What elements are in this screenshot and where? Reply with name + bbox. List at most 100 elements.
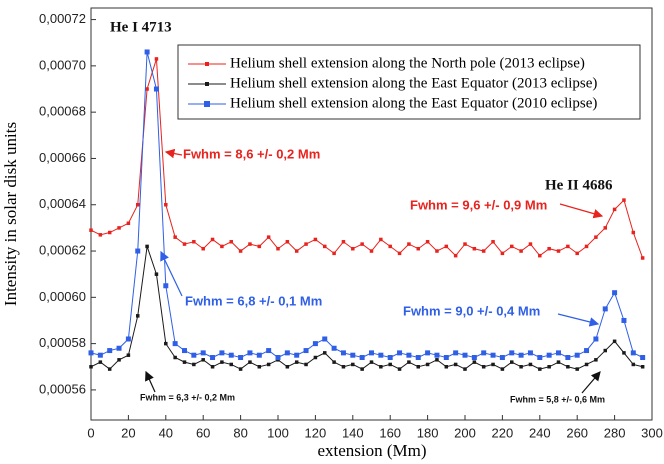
annotation: Fwhm = 9,0 +/- 0,4 Mm (403, 303, 540, 318)
data-point (154, 57, 159, 61)
data-point (538, 367, 542, 371)
data-point (369, 360, 374, 364)
data-point (416, 365, 420, 369)
data-point (210, 365, 215, 369)
data-point (602, 306, 608, 312)
x-tick-label: 180 (417, 425, 439, 440)
data-point (360, 242, 364, 246)
data-point (443, 355, 449, 361)
data-point (444, 365, 449, 369)
data-point (164, 341, 168, 346)
data-point (145, 87, 149, 91)
data-point (304, 362, 308, 367)
legend-marker (205, 62, 209, 66)
data-point (491, 240, 495, 244)
data-point (593, 336, 599, 342)
y-tick-label: 0,00060 (39, 289, 86, 304)
data-point (397, 350, 403, 356)
data-point (98, 233, 103, 237)
data-point (285, 365, 290, 369)
data-point (603, 226, 607, 230)
data-point (435, 358, 439, 362)
data-point (323, 244, 327, 249)
data-point (546, 352, 552, 358)
data-point (238, 367, 243, 371)
data-point (247, 350, 253, 356)
x-tick-label: 40 (159, 425, 173, 440)
legend-label: Helium shell extension along the North p… (230, 55, 585, 71)
data-point (387, 355, 393, 361)
data-point (313, 237, 318, 242)
y-tick-label: 0,00056 (39, 381, 86, 396)
data-point (117, 358, 121, 362)
x-tick-label: 120 (305, 425, 327, 440)
data-point (444, 244, 449, 249)
data-point (172, 341, 178, 347)
data-point (500, 367, 505, 371)
legend-label: Helium shell extension along the East Eq… (230, 95, 597, 111)
data-point (276, 246, 280, 251)
data-point (631, 362, 636, 367)
y-tick-label: 0,00064 (39, 196, 86, 211)
data-point (528, 242, 533, 246)
data-point (388, 362, 392, 367)
data-point (471, 355, 477, 361)
data-point (603, 348, 607, 353)
annotation: Fwhm = 6,3 +/- 0,2 Mm (140, 392, 235, 402)
data-point (229, 362, 233, 367)
data-point (631, 230, 636, 235)
annotation-arrow (145, 370, 156, 393)
x-tick-label: 140 (342, 425, 364, 440)
data-point (575, 367, 579, 371)
data-point (415, 355, 421, 361)
annotation: Fwhm = 5,8 +/- 0,6 Mm (510, 394, 605, 404)
data-point (510, 244, 514, 249)
data-point (472, 246, 477, 251)
data-point (201, 246, 205, 251)
data-point (360, 367, 364, 371)
data-point (359, 355, 365, 361)
data-point (107, 367, 112, 371)
x-tick-label: 260 (566, 425, 588, 440)
data-point (622, 198, 626, 202)
data-point (210, 237, 215, 242)
data-point (510, 360, 514, 364)
annotation: Fwhm = 9,6 +/- 0,9 Mm (410, 197, 547, 212)
data-point (351, 246, 355, 251)
data-point (556, 350, 561, 356)
data-point (144, 49, 150, 55)
data-point (397, 251, 402, 256)
data-point (435, 249, 439, 253)
data-point (164, 202, 168, 207)
data-point (556, 360, 561, 364)
data-point (312, 341, 318, 347)
data-point (556, 249, 561, 253)
data-point (547, 246, 551, 251)
data-point (182, 360, 187, 364)
data-point (332, 360, 336, 364)
data-point (350, 352, 356, 358)
data-point (257, 365, 262, 369)
data-point (584, 362, 589, 367)
data-point (640, 355, 646, 361)
x-tick-label: 300 (641, 425, 663, 440)
data-point (565, 355, 571, 361)
data-point (500, 251, 505, 256)
data-point (332, 251, 336, 256)
y-tick-label: 0,00066 (39, 150, 86, 165)
data-point (266, 235, 271, 239)
data-point (463, 242, 467, 246)
data-point (463, 367, 467, 371)
data-point (453, 253, 458, 258)
data-point (89, 365, 93, 369)
data-point (107, 348, 113, 354)
data-point (612, 207, 617, 212)
data-point (228, 352, 234, 358)
data-point (117, 226, 121, 230)
data-point (537, 355, 543, 361)
data-point (622, 351, 626, 355)
data-point (126, 353, 131, 357)
data-point (566, 365, 570, 369)
annotation: Fwhm = 6,8 +/- 0,1 Mm (185, 293, 322, 308)
